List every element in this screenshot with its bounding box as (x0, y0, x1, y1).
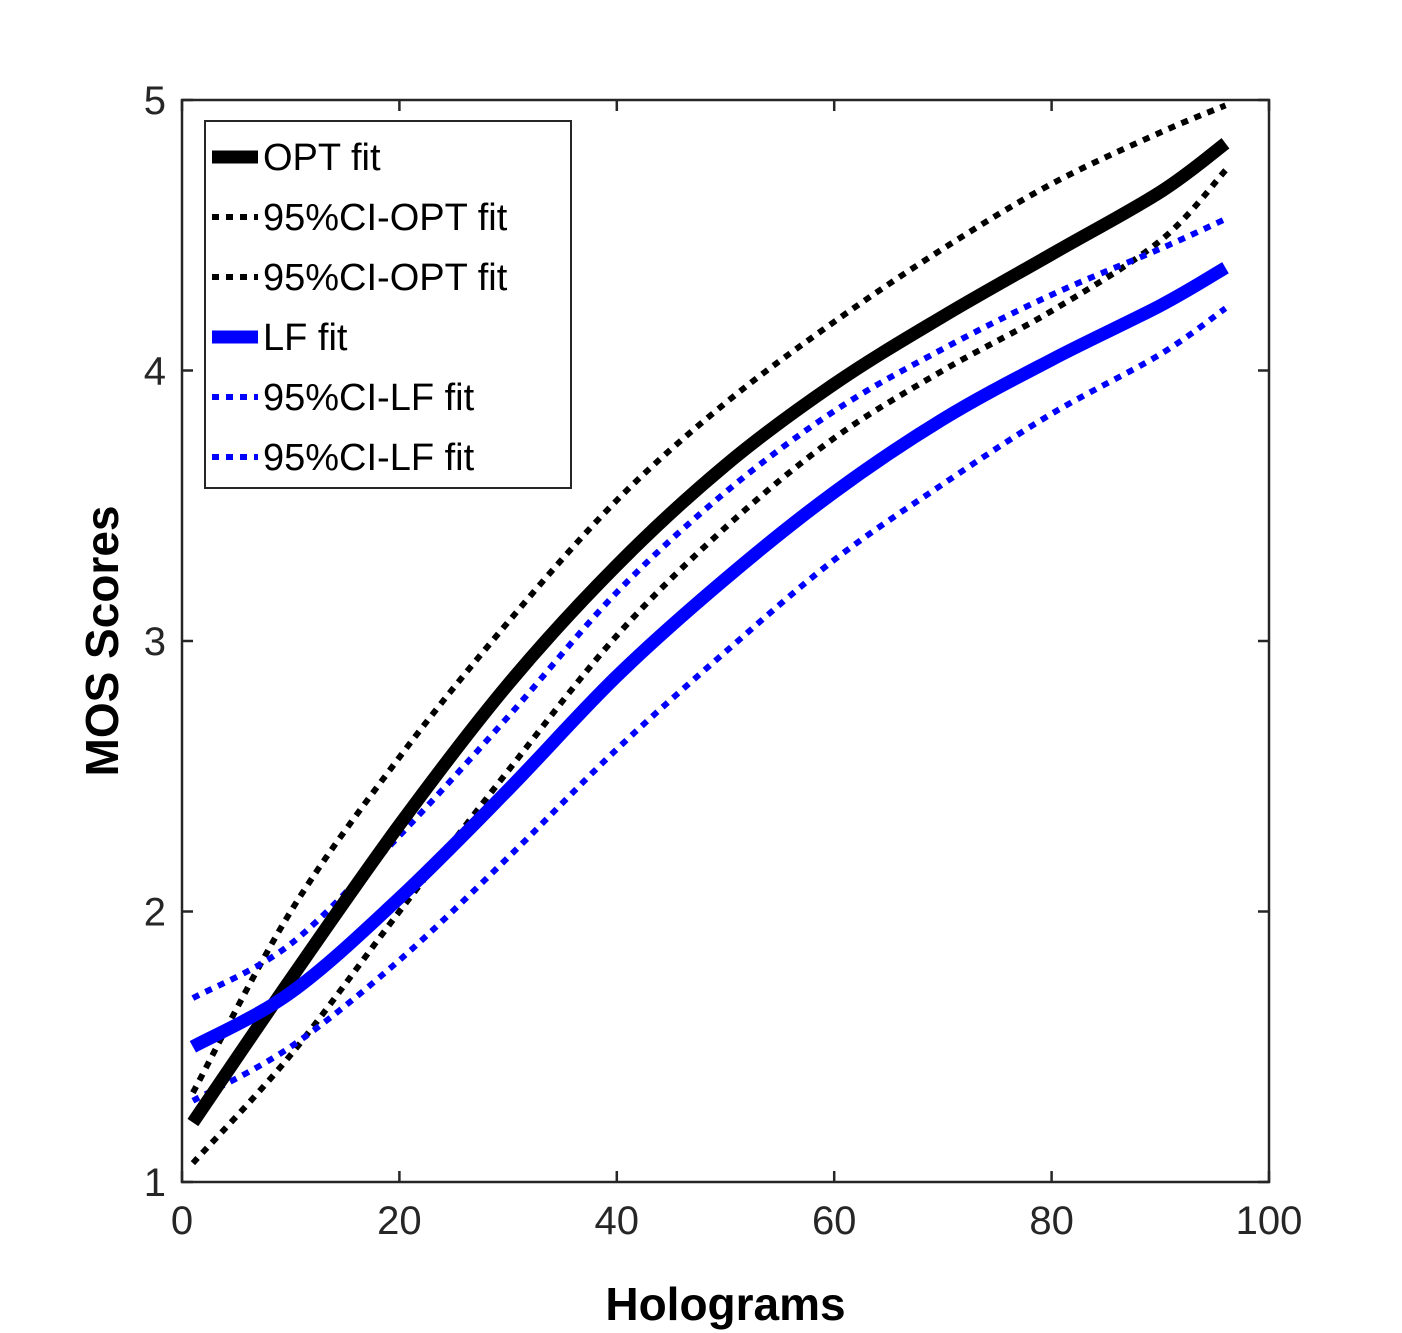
series-line-6 (191, 305, 1228, 1104)
legend-label-5: 95%CI-LF fit (263, 377, 475, 419)
y-tick-label: 5 (144, 79, 166, 123)
x-tick-label: 80 (1029, 1199, 1074, 1243)
y-tick-label: 3 (144, 620, 166, 664)
series-line-3 (190, 168, 1228, 1166)
series-line-2 (190, 102, 1227, 1095)
legend-label-1: OPT fit (263, 137, 381, 179)
legend-label-2: 95%CI-OPT fit (263, 197, 508, 239)
legend-box (204, 120, 572, 489)
x-tick-label: 60 (812, 1199, 857, 1243)
x-tick-label: 100 (1236, 1199, 1303, 1243)
x-tick-label: 20 (377, 1199, 422, 1243)
y-axis-title: MOS Scores (76, 506, 128, 777)
y-tick-label: 2 (144, 891, 166, 935)
x-axis-title: Holograms (605, 1278, 845, 1330)
y-tick-label: 1 (144, 1161, 166, 1205)
series-line-1 (187, 138, 1230, 1127)
legend-label-6: 95%CI-LF fit (263, 437, 475, 479)
series-line-5 (191, 216, 1227, 1001)
x-tick-label: 0 (171, 1199, 193, 1243)
legend-label-3: 95%CI-OPT fit (263, 257, 508, 299)
series-line-4 (189, 262, 1229, 1053)
legend: OPT fit 95%CI-OPT fit 95%CI-OPT fit LF fit 9… (204, 120, 572, 489)
y-tick-label: 4 (144, 350, 166, 394)
legend-label-4: LF fit (263, 317, 348, 359)
x-tick-label: 40 (595, 1199, 640, 1243)
